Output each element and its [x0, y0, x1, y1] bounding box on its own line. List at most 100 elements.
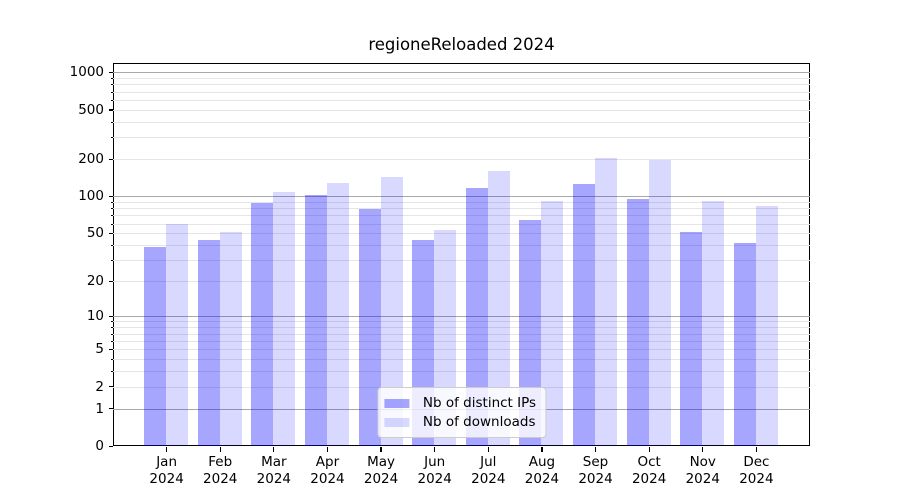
bar-distinct-ips [465, 187, 488, 446]
x-tick-label: May 2024 [349, 454, 413, 487]
y-minor-tick-mark [110, 208, 113, 210]
x-tick-label-line: 2024 [524, 470, 560, 487]
y-minor-tick-mark [110, 91, 113, 93]
x-tick-label-line: Jul [480, 454, 497, 470]
x-tick-label: Oct 2024 [617, 454, 681, 487]
x-tick-label: Dec 2024 [724, 454, 788, 487]
y-tick-mark [108, 158, 113, 160]
minor-gridline [113, 358, 810, 360]
major-gridline [113, 72, 810, 74]
minor-gridline [113, 223, 810, 225]
x-tick-label-line: 2024 [310, 470, 345, 487]
x-tick-label-line: 2024 [739, 470, 774, 487]
y-tick-mark [108, 408, 113, 410]
chart-title: regioneReloaded 2024 [368, 35, 555, 54]
y-tick-mark [108, 386, 113, 388]
minor-gridline [113, 281, 810, 283]
minor-gridline [113, 215, 810, 217]
major-gridline [113, 316, 810, 318]
x-tick-label-line: Apr [315, 454, 340, 470]
minor-gridline [113, 349, 810, 351]
x-tick-label-line: May [367, 454, 396, 470]
legend-item-distinct-ips: Nb of distinct IPs [383, 395, 536, 411]
y-minor-tick-mark [110, 321, 113, 323]
y-minor-tick-mark [110, 245, 113, 247]
bar-distinct-ips [358, 209, 381, 446]
bar-distinct-ips [626, 198, 649, 446]
x-tick-label: Jan 2024 [135, 454, 199, 487]
legend-swatch-distinct-ips-icon [383, 398, 409, 408]
y-tick-label: 20 [86, 273, 104, 290]
x-tick-label-line: Nov [689, 454, 716, 470]
bar-distinct-ips [680, 232, 703, 446]
x-tick-mark [541, 447, 543, 452]
y-minor-tick-mark [110, 202, 113, 204]
x-tick-mark [434, 447, 436, 452]
y-minor-tick-mark [110, 260, 113, 262]
x-tick-label-line: Dec [743, 454, 770, 470]
y-tick-label: 50 [86, 225, 104, 242]
bar-distinct-ips [733, 242, 756, 446]
x-tick-label: Sep 2024 [564, 454, 628, 487]
minor-gridline [113, 137, 810, 139]
y-tick-label: 500 [78, 101, 104, 118]
y-tick-label: 5 [95, 341, 104, 358]
x-tick-label: Nov 2024 [671, 454, 735, 487]
bar-distinct-ips [197, 240, 220, 446]
y-minor-tick-mark [110, 327, 113, 329]
legend-swatch-downloads-icon [383, 417, 409, 427]
minor-gridline [113, 109, 810, 111]
y-tick-label: 1000 [69, 64, 104, 81]
x-tick-mark [380, 447, 382, 452]
legend-label-downloads: Nb of downloads [422, 414, 536, 430]
legend: Nb of distinct IPs Nb of downloads [376, 387, 547, 438]
y-tick-mark [108, 348, 113, 350]
y-minor-tick-mark [110, 223, 113, 225]
x-tick-mark [594, 447, 597, 452]
y-tick-mark [108, 232, 113, 235]
y-tick-label: 0 [95, 438, 104, 454]
y-minor-tick-mark [110, 358, 113, 360]
x-tick-label-line: 2024 [417, 470, 452, 487]
y-minor-tick-mark [110, 99, 113, 101]
minor-gridline [113, 78, 810, 80]
bar-distinct-ips [144, 246, 167, 446]
y-minor-tick-mark [110, 333, 113, 335]
minor-gridline [113, 159, 810, 161]
x-tick-mark [273, 447, 275, 452]
y-tick-label: 1 [95, 400, 104, 417]
y-tick-mark [108, 315, 113, 318]
x-tick-label-line: Oct [637, 454, 661, 470]
bar-downloads [755, 205, 778, 446]
minor-gridline [113, 99, 810, 101]
x-tick-mark [166, 447, 168, 452]
y-tick-label: 100 [78, 188, 104, 205]
x-tick-label: Apr 2024 [295, 454, 359, 487]
y-tick-mark [108, 109, 113, 111]
minor-gridline [113, 121, 810, 123]
x-tick-label: Jul 2024 [456, 454, 520, 487]
x-tick-label-line: Mar [261, 454, 287, 470]
y-minor-tick-mark [110, 215, 113, 217]
minor-gridline [113, 340, 810, 342]
x-tick-label-line: Aug [528, 454, 556, 470]
x-tick-label: Feb 2024 [188, 454, 252, 487]
bar-downloads [326, 182, 349, 446]
bar-downloads [166, 223, 189, 446]
y-tick-mark [108, 280, 113, 283]
x-tick-label-line: 2024 [631, 470, 667, 487]
y-minor-tick-mark [110, 340, 113, 342]
x-tick-label-line: 2024 [471, 470, 506, 487]
minor-gridline [113, 208, 810, 210]
bar-downloads [595, 157, 618, 446]
x-tick-label-line: 2024 [363, 470, 399, 487]
bar-downloads [219, 232, 242, 446]
y-minor-tick-mark [110, 371, 113, 373]
x-tick-label-line: 2024 [149, 470, 184, 487]
minor-gridline [113, 245, 810, 247]
y-minor-tick-mark [110, 84, 113, 86]
y-tick-mark [108, 71, 113, 74]
x-tick-label: Mar 2024 [242, 454, 306, 487]
minor-gridline [113, 91, 810, 93]
